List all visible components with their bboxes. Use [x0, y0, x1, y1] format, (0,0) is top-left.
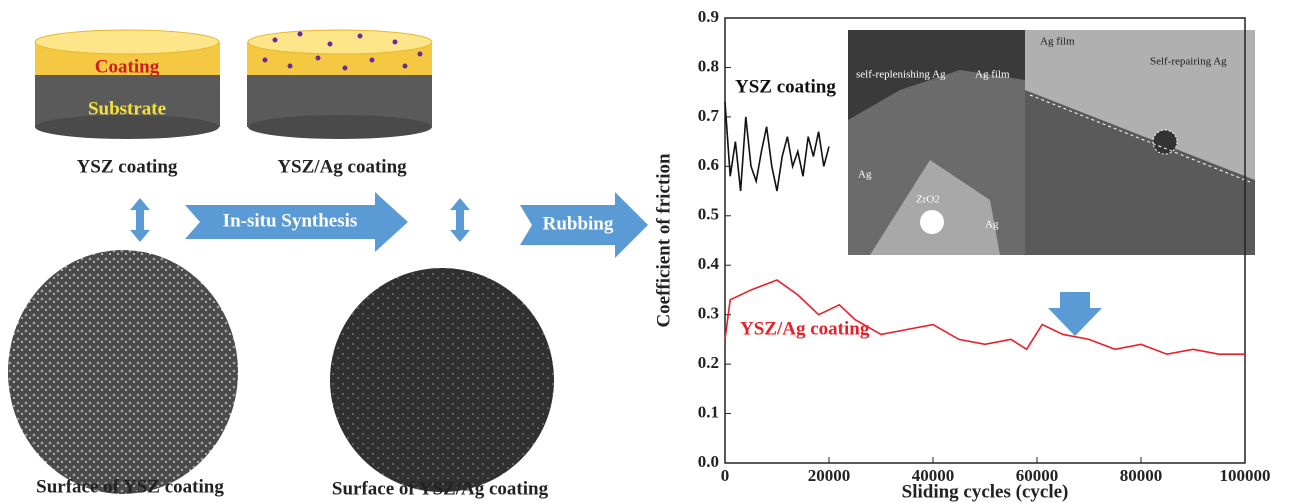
arrow-label: In-situ Synthesis [223, 210, 358, 231]
caption: YSZ coating [77, 156, 178, 177]
inset-label: Ag film [975, 69, 1010, 81]
coating-label: Coating [95, 56, 160, 77]
x-tick-label: 0 [721, 466, 730, 485]
y-tick-label: 0.1 [698, 402, 719, 421]
y-tick-label: 0.3 [698, 304, 719, 323]
figure: Coating Substrate YSZ coating YSZ/Ag coa… [0, 0, 1303, 503]
ysz-ag-cylinder [247, 30, 432, 139]
series-line [725, 102, 829, 191]
series-label: YSZ coating [735, 76, 836, 97]
y-tick-label: 0.2 [698, 353, 719, 372]
x-axis-title: Sliding cycles (cycle) [902, 481, 1069, 502]
sem-image [330, 268, 554, 492]
caption: Surface of YSZ/Ag coating [332, 478, 549, 499]
inset-label: Ag film [1040, 36, 1075, 48]
inset-label: Ag [985, 219, 999, 231]
caption: Surface of YSZ coating [36, 476, 224, 497]
tem-image [920, 210, 944, 234]
tem-image [1153, 130, 1177, 154]
series-label: YSZ/Ag coating [740, 318, 870, 339]
x-tick-label: 20000 [808, 466, 851, 485]
x-tick-label: 80000 [1120, 466, 1163, 485]
y-tick-label: 0.8 [698, 56, 719, 75]
y-tick-label: 0.6 [698, 155, 719, 174]
ysz-cylinder [35, 30, 220, 139]
inset-label: Ag [858, 169, 872, 181]
arrow-label: Rubbing [543, 213, 614, 234]
sem-image [8, 250, 238, 494]
y-tick-label: 0.0 [698, 452, 719, 471]
y-tick-label: 0.4 [698, 254, 720, 273]
x-tick-label: 100000 [1220, 466, 1271, 485]
y-axis-title: Coefficient of friction [653, 153, 674, 328]
inset-label: ZrO2 [916, 194, 940, 206]
y-tick-label: 0.5 [698, 205, 719, 224]
inset-label: self-replenishing Ag [856, 69, 946, 81]
substrate-label: Substrate [88, 98, 166, 119]
y-tick-label: 0.9 [698, 7, 719, 26]
series-line [725, 280, 1245, 354]
caption: YSZ/Ag coating [277, 156, 407, 177]
inset-label: Self-repairing Ag [1150, 56, 1227, 68]
y-tick-label: 0.7 [698, 106, 720, 125]
